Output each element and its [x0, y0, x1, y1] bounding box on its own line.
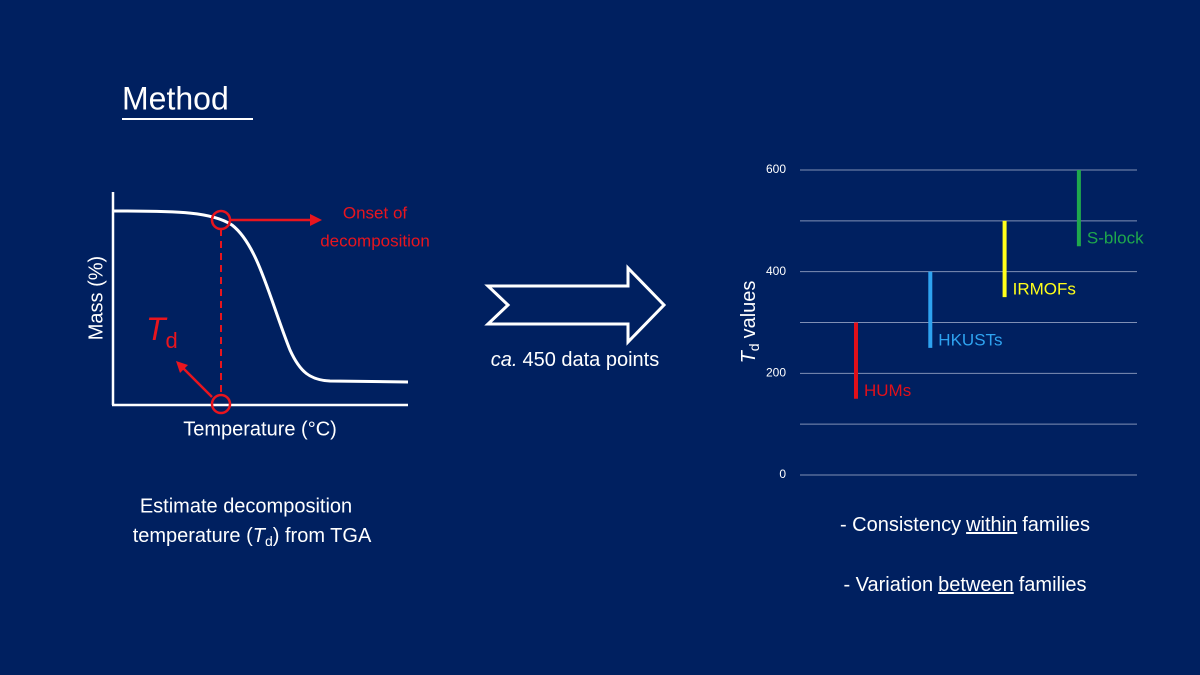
- arrow-label-italic: ca.: [491, 349, 518, 371]
- caption-text: temperature (: [133, 525, 253, 547]
- conclusion: - Variation between families: [843, 574, 1086, 596]
- x-axis-label: Temperature (°C): [183, 418, 337, 440]
- conclusion-underlined: between: [938, 574, 1014, 596]
- tga-curve: [112, 209, 409, 384]
- onset-label: Onset of: [343, 203, 408, 222]
- td-subscript: d: [166, 328, 178, 353]
- flow-arrow: [484, 264, 667, 346]
- caption-text: ) from TGA: [273, 525, 372, 547]
- conclusion-text: - Variation: [843, 574, 933, 596]
- y-label-text: values: [738, 281, 760, 339]
- conclusion-underlined: within: [965, 514, 1017, 536]
- y-label-symbol: T: [738, 349, 760, 363]
- arrowhead: [176, 361, 188, 373]
- range-chart: 0 200 400 600 HUMs HKUSTs IRMOFs S-block: [766, 162, 1144, 481]
- y-label-subscript: d: [746, 343, 762, 351]
- series-label: IRMOFs: [1013, 280, 1076, 299]
- tga-diagram: Onset of decomposition Td Mass (%) Tempe…: [85, 192, 430, 440]
- series-label: S-block: [1087, 229, 1144, 248]
- y-tick-label: 0: [779, 467, 786, 481]
- chart-y-label: Td values: [738, 281, 761, 364]
- caption-symbol: T: [253, 525, 267, 547]
- conclusion-text: families: [1022, 514, 1090, 536]
- y-tick-label: 600: [766, 162, 786, 176]
- series-label: HKUSTs: [938, 330, 1002, 349]
- td-symbol-letter: T: [146, 311, 168, 347]
- caption-subscript: d: [265, 533, 273, 549]
- y-axis-label: Mass (%): [85, 256, 107, 340]
- series-label: HUMs: [864, 381, 911, 400]
- caption: temperature (Td) from TGA: [133, 525, 372, 548]
- td-symbol: Td: [146, 311, 178, 352]
- td-marker: [210, 393, 232, 415]
- conclusion-text: - Consistency: [840, 514, 961, 536]
- y-tick-label: 400: [766, 264, 786, 278]
- caption: Estimate decomposition: [140, 495, 352, 517]
- conclusion-text: families: [1019, 574, 1087, 596]
- td-arrow: [181, 366, 213, 398]
- conclusion: - Consistency within families: [840, 514, 1090, 536]
- onset-label: decomposition: [320, 231, 430, 250]
- arrow-label: ca. 450 data points: [491, 349, 659, 371]
- arrow-label-text: 450 data points: [522, 349, 659, 371]
- y-tick-label: 200: [766, 366, 786, 380]
- arrowhead: [310, 214, 322, 226]
- slide-title: Method: [122, 80, 229, 116]
